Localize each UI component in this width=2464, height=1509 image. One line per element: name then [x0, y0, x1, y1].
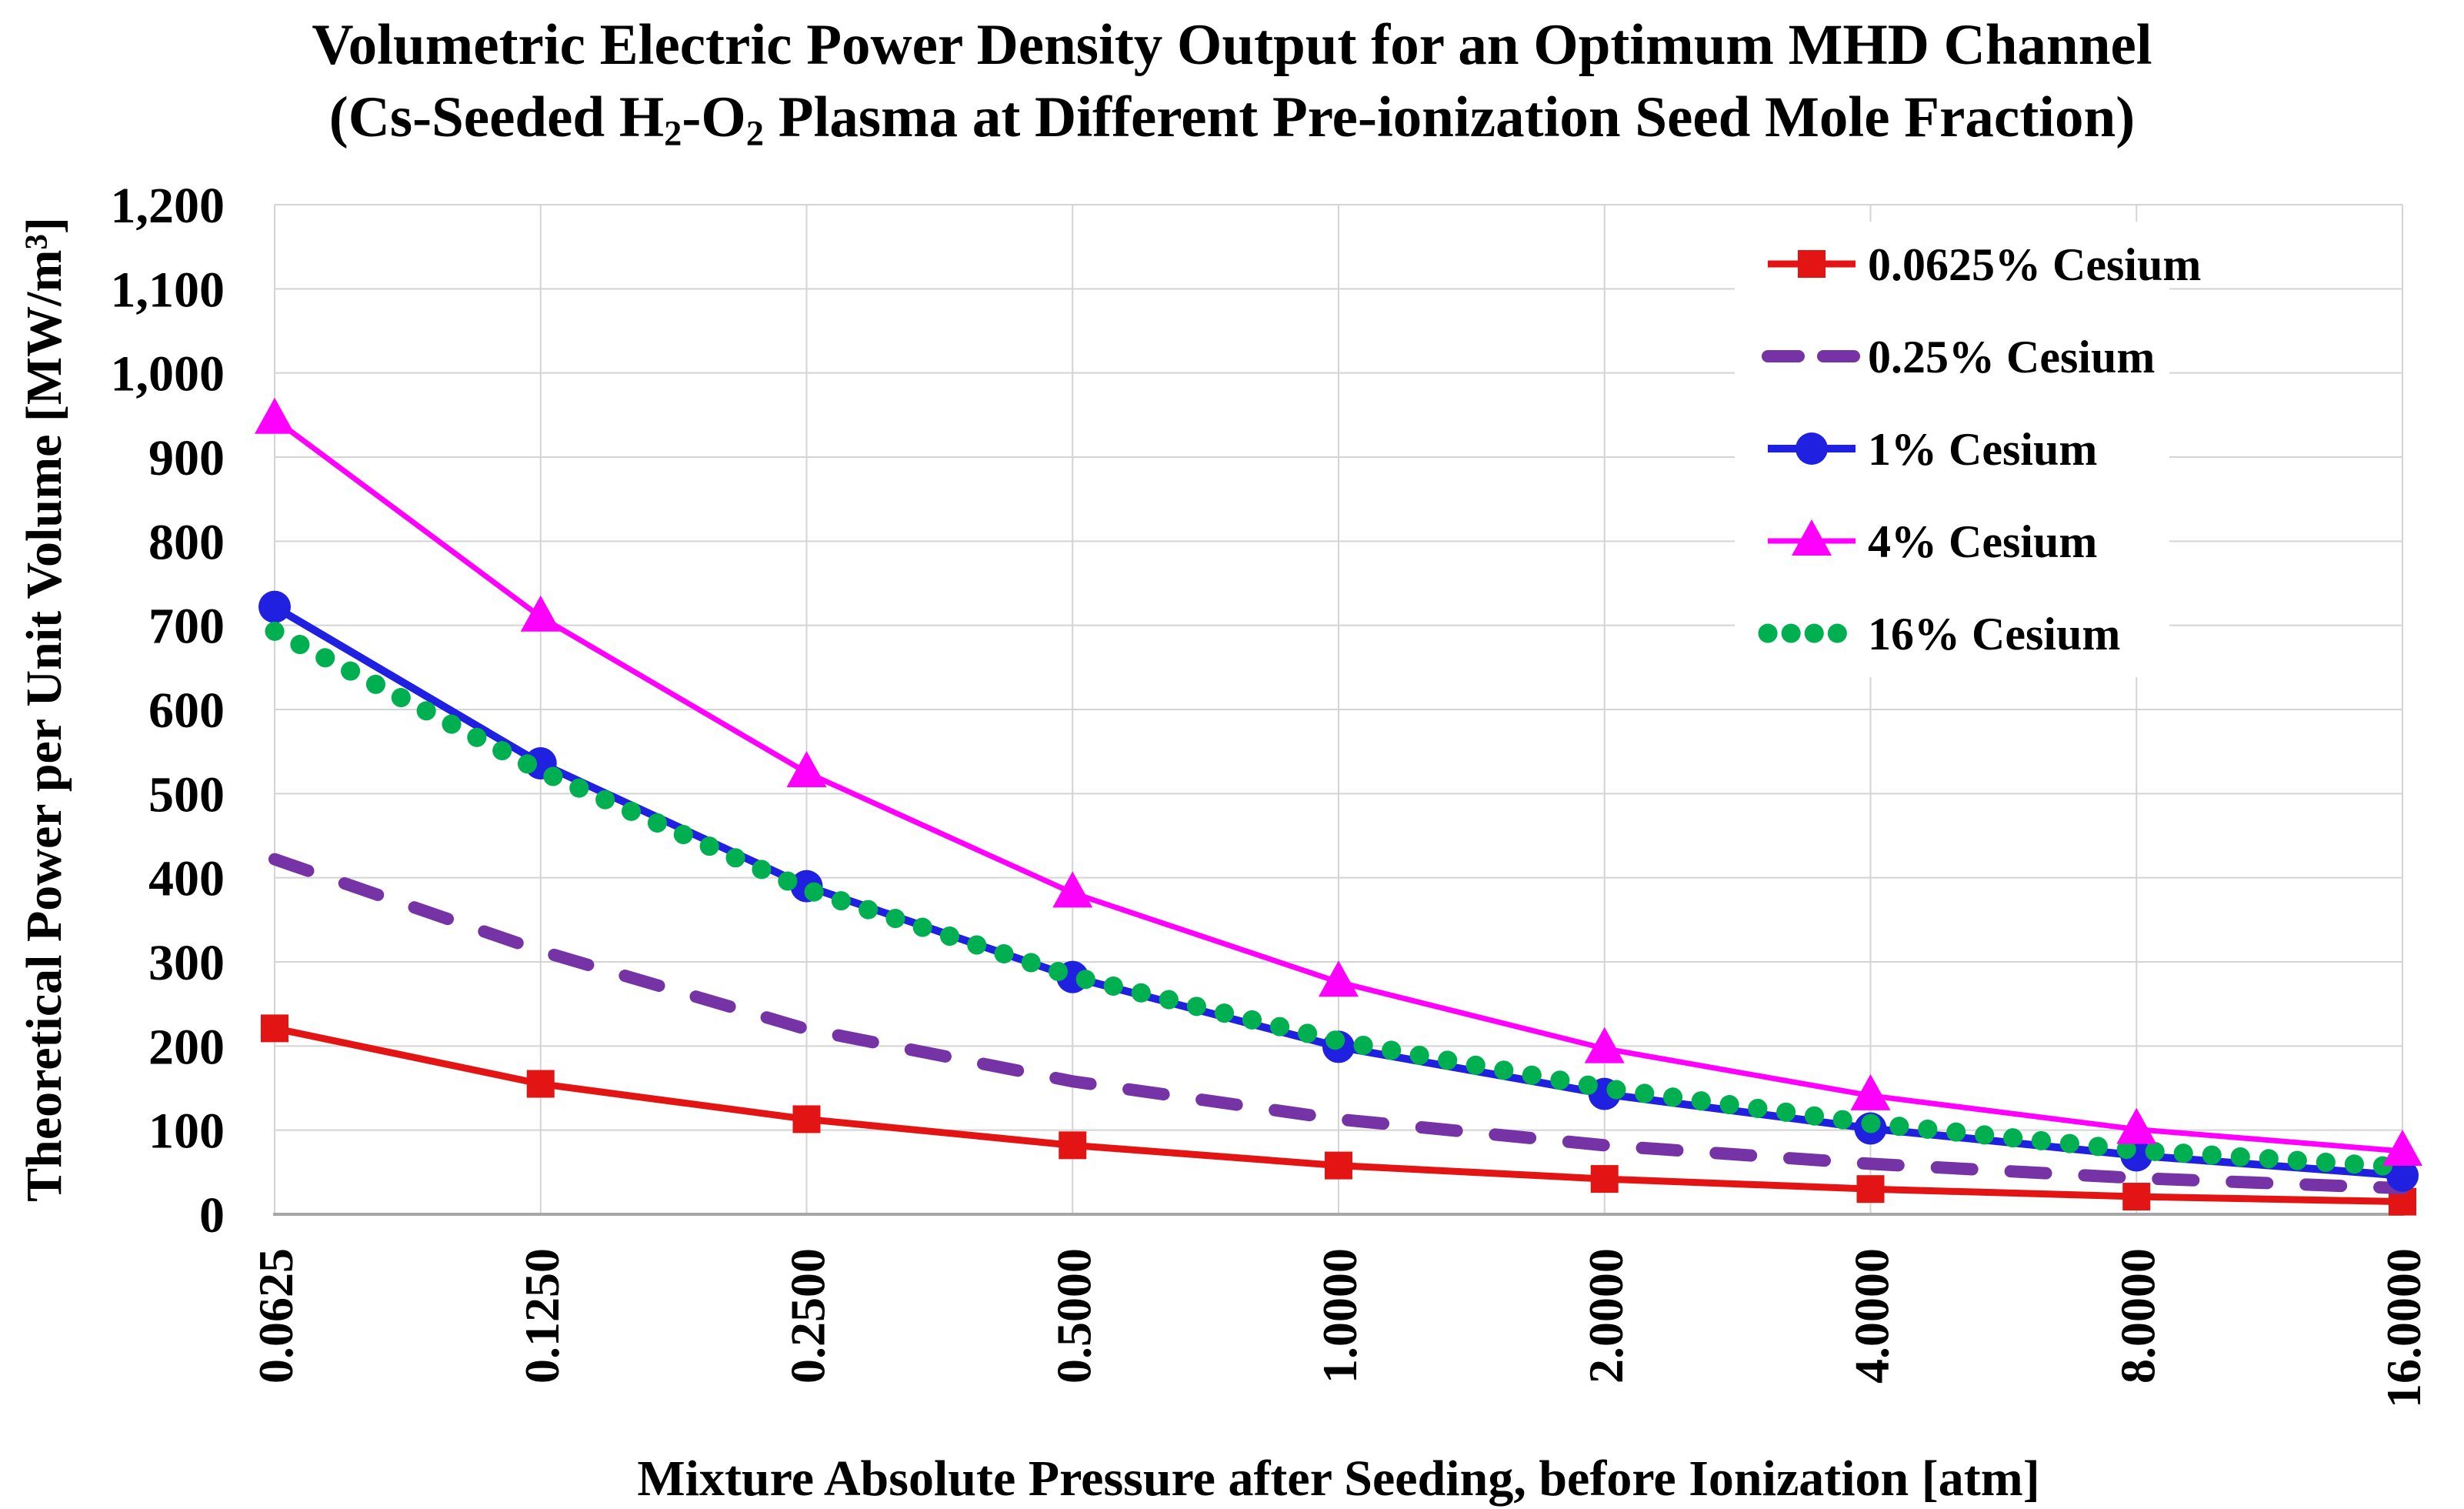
- y-tick-label: 200: [148, 1019, 225, 1075]
- chart-title-line1: Volumetric Electric Power Density Output…: [312, 13, 2152, 77]
- y-tick-label: 900: [148, 430, 225, 486]
- series-marker-4-cesium: [786, 751, 827, 787]
- title-h2-subscript: 2: [664, 114, 682, 154]
- series-marker-0-0625-cesium: [1590, 1165, 1619, 1194]
- y-tick-label: 700: [148, 599, 225, 655]
- series-marker-0-0625-cesium: [1856, 1175, 1885, 1204]
- legend-marker-0-0625-cesium: [1798, 250, 1825, 278]
- series-marker-0-0625-cesium: [1325, 1151, 1352, 1180]
- legend-marker-1-cesium: [1795, 432, 1828, 465]
- series-line-16-cesium: [265, 621, 2412, 1177]
- legend-label-1-cesium: 1% Cesium: [1868, 424, 2097, 475]
- y-tick-label: 1,100: [111, 262, 225, 318]
- series-marker-1-cesium: [258, 590, 291, 623]
- y-tick-label: 800: [148, 514, 225, 570]
- series-marker-4-cesium: [1850, 1073, 1891, 1110]
- series-marker-1-cesium: [2386, 1159, 2419, 1192]
- y-tick-label: 1,200: [111, 178, 225, 234]
- x-tick-label: 8.0000: [2110, 1248, 2165, 1384]
- series-marker-4-cesium: [255, 397, 295, 434]
- series-marker-4-cesium: [1319, 960, 1359, 997]
- y-tick-label: 400: [148, 851, 225, 907]
- x-tick-label: 4.0000: [1845, 1248, 1899, 1384]
- legend-label-0-25-cesium: 0.25% Cesium: [1868, 332, 2155, 382]
- title-line2-pre: (Cs-Seeded H: [328, 85, 665, 149]
- series-marker-0-0625-cesium: [1059, 1131, 1087, 1160]
- series-marker-4-cesium: [520, 595, 561, 632]
- y-tick-label: 300: [148, 935, 225, 991]
- x-tick-label: 2.0000: [1579, 1248, 1633, 1384]
- x-tick-label: 16.0000: [2376, 1248, 2431, 1408]
- x-tick-label: 1.0000: [1312, 1248, 1367, 1384]
- x-tick-label: 0.0625: [248, 1248, 303, 1384]
- title-line2-mid: -O: [682, 85, 746, 149]
- legend-label-4-cesium: 4% Cesium: [1868, 516, 2097, 567]
- title-o2-subscript: 2: [745, 114, 764, 154]
- legend-label-0-0625-cesium: 0.0625% Cesium: [1868, 239, 2201, 290]
- series-marker-4-cesium: [1052, 871, 1093, 908]
- series-line-0-25-cesium: [268, 853, 2409, 1195]
- series-marker-0-0625-cesium: [261, 1014, 288, 1043]
- x-axis-title: Mixture Absolute Pressure after Seeding,…: [637, 1451, 2040, 1507]
- chart-title-line2: (Cs-Seeded H2-O2 Plasma at Different Pre…: [0, 85, 2464, 155]
- y-tick-label: 100: [148, 1103, 225, 1160]
- series-marker-0-0625-cesium: [2122, 1183, 2151, 1211]
- x-tick-label: 0.1250: [515, 1248, 569, 1384]
- x-tick-label: 0.2500: [781, 1248, 835, 1384]
- legend-label-16-cesium: 16% Cesium: [1868, 609, 2120, 659]
- y-tick-label: 0: [199, 1187, 225, 1244]
- y-tick-label: 1,000: [111, 346, 225, 402]
- y-tick-label: 500: [148, 766, 225, 823]
- legend-marker-4-cesium: [1792, 519, 1832, 556]
- series-marker-4-cesium: [1584, 1027, 1625, 1063]
- x-tick-label: 0.5000: [1046, 1248, 1101, 1384]
- y-tick-label: 600: [148, 683, 225, 739]
- series-marker-0-0625-cesium: [526, 1070, 555, 1098]
- series-marker-4-cesium: [2382, 1130, 2422, 1166]
- title-line2-post: Plasma at Different Pre-ionization Seed …: [764, 85, 2136, 149]
- series-marker-0-0625-cesium: [792, 1105, 821, 1133]
- series-marker-4-cesium: [2116, 1107, 2157, 1144]
